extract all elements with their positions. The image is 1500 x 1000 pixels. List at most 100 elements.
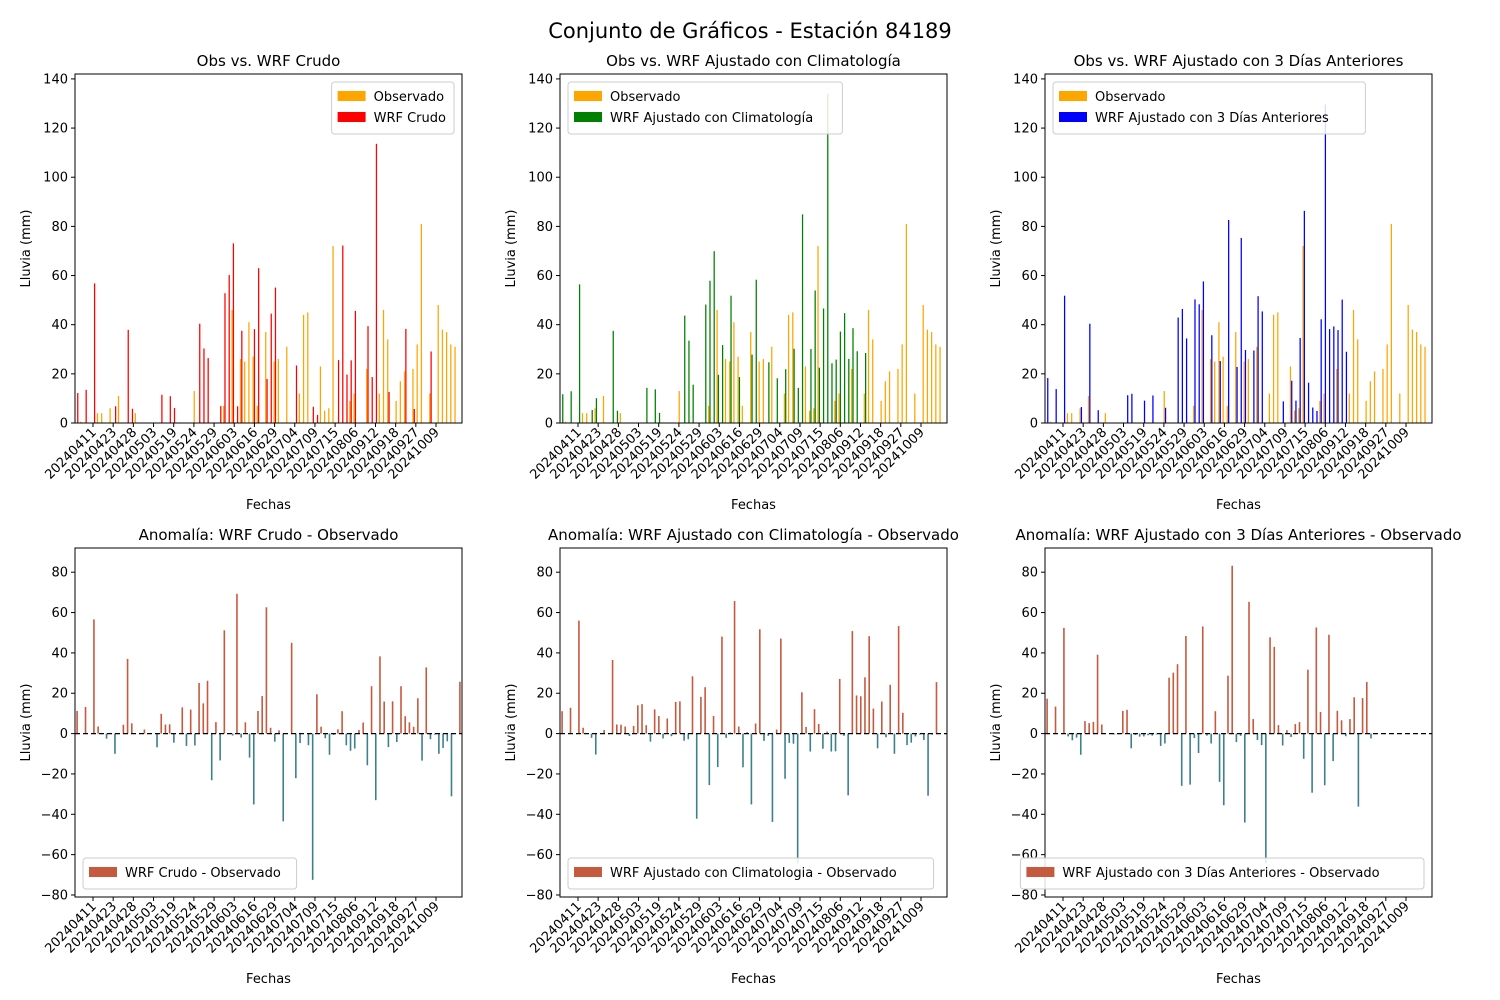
y-tick-label: 20	[536, 367, 553, 382]
chart-panel-5: Anomalía: WRF Ajustado con Climatología …	[504, 526, 959, 987]
bar	[1256, 733, 1259, 741]
legend-box	[567, 81, 843, 135]
bar	[1298, 408, 1300, 423]
y-tick-label: 80	[1021, 220, 1038, 235]
bar	[1046, 698, 1048, 734]
bar	[867, 309, 870, 423]
y-tick-label: 40	[51, 318, 68, 333]
bar	[590, 733, 593, 738]
bar	[716, 309, 718, 423]
bar	[641, 704, 643, 734]
bar	[203, 348, 205, 423]
bar	[1268, 393, 1271, 423]
legend-box	[1052, 81, 1366, 135]
bar	[838, 678, 841, 734]
bar	[810, 349, 812, 423]
bar	[868, 636, 870, 734]
bar	[834, 400, 836, 423]
bar	[1050, 421, 1052, 423]
bar	[1185, 338, 1188, 423]
bar	[1163, 391, 1165, 423]
bar	[323, 410, 326, 423]
bar	[349, 733, 352, 751]
series-1	[561, 601, 938, 864]
bar	[93, 619, 95, 734]
bar	[396, 733, 398, 743]
bar	[1257, 296, 1259, 423]
bar	[1075, 733, 1078, 738]
bar	[1219, 361, 1221, 423]
bar	[797, 387, 799, 423]
bar	[438, 733, 440, 754]
bar	[632, 725, 635, 734]
bar	[1399, 393, 1401, 423]
bar	[1218, 322, 1220, 423]
bar	[319, 366, 322, 423]
panel-title: Anomalía: WRF Crudo - Observado	[139, 526, 399, 544]
x-axis-label: Fechas	[731, 972, 776, 987]
bar	[1063, 295, 1066, 423]
y-tick-label: 100	[1013, 171, 1038, 186]
bar	[771, 346, 773, 423]
bar	[253, 329, 256, 423]
y-tick-label: 0	[545, 417, 553, 432]
bar	[312, 406, 314, 423]
bar	[1066, 413, 1069, 423]
bar	[93, 283, 96, 423]
bar	[1348, 393, 1350, 423]
bar	[109, 408, 111, 423]
bar	[223, 630, 226, 734]
bar	[231, 733, 234, 736]
bar	[1289, 366, 1292, 423]
bar	[307, 312, 309, 423]
bar	[1138, 733, 1141, 737]
bar	[818, 367, 820, 423]
bar	[307, 733, 310, 746]
series-1	[76, 593, 461, 880]
bar	[881, 701, 883, 734]
bar	[105, 733, 108, 739]
bar	[662, 733, 664, 739]
bar	[612, 330, 614, 423]
bar	[1307, 382, 1310, 423]
bar	[1265, 733, 1267, 864]
bar	[713, 251, 715, 423]
bar	[413, 408, 415, 423]
bar	[914, 733, 917, 737]
axes-frame	[1044, 547, 1433, 898]
bar	[678, 391, 680, 423]
bar	[746, 732, 748, 734]
bar	[1336, 710, 1339, 734]
bar	[302, 314, 305, 423]
bar	[1349, 719, 1351, 734]
bar	[1047, 378, 1049, 423]
legend: WRF Crudo - Observado	[82, 857, 298, 890]
chart-panel-3: Obs vs. WRF Ajustado con 3 Días Anterior…	[989, 52, 1433, 513]
bar	[257, 711, 259, 734]
bar	[311, 733, 314, 880]
y-tick-label: −60	[526, 848, 553, 863]
bar	[248, 322, 250, 423]
bar	[1096, 654, 1099, 734]
bar	[1415, 332, 1418, 423]
bar	[637, 705, 639, 734]
bar	[169, 396, 171, 423]
bar	[591, 409, 593, 423]
bar	[252, 356, 254, 423]
bar	[692, 384, 694, 423]
bar	[603, 729, 605, 734]
bar	[1176, 664, 1179, 734]
bar	[1247, 359, 1249, 423]
bar	[758, 361, 760, 423]
bar	[847, 733, 849, 796]
bar	[1084, 721, 1086, 734]
bar	[193, 391, 195, 423]
bar	[684, 315, 686, 423]
bar	[741, 405, 743, 423]
bar	[337, 360, 340, 423]
axes-frame	[1044, 73, 1433, 424]
legend-entry: WRF Ajustado con Climatología	[610, 111, 813, 126]
bar	[1185, 635, 1187, 734]
bar	[704, 687, 706, 734]
bar	[1294, 724, 1297, 734]
